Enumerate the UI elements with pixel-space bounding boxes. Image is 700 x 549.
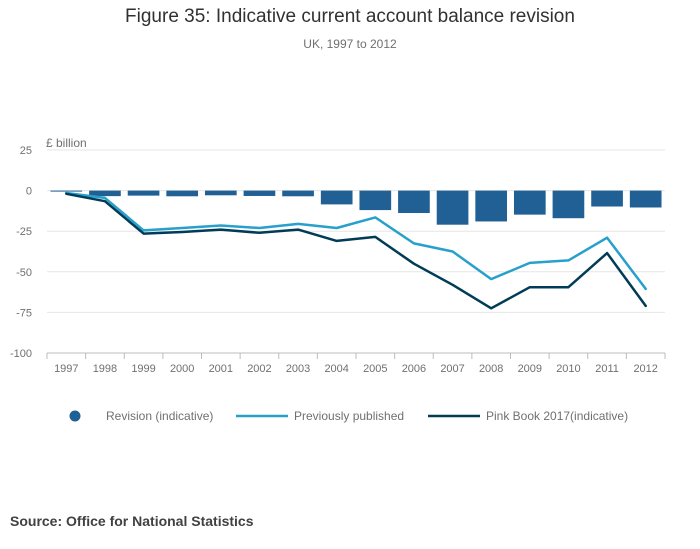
x-tick-label: 2003: [286, 363, 310, 375]
y-tick-label: -25: [16, 226, 32, 238]
chart-subtitle: UK, 1997 to 2012: [303, 37, 397, 51]
x-tick-label: 2012: [633, 363, 657, 375]
x-tick-label: 1998: [93, 363, 117, 375]
line-previously-published: [65, 191, 647, 291]
line-pink-book-2017: [65, 192, 647, 310]
x-tick-label: 1997: [54, 363, 78, 375]
y-tick-label: -75: [16, 307, 32, 319]
bar-revision: [475, 190, 508, 222]
bar-revision: [513, 190, 546, 215]
bar-revision: [591, 190, 623, 207]
y-tick-label: 0: [26, 186, 32, 198]
x-tick-label: 2011: [595, 363, 619, 375]
x-tick-label: 2000: [170, 363, 194, 375]
bar-revision: [320, 190, 353, 205]
y-tick-label: -50: [16, 267, 32, 279]
x-tick-label: 2001: [209, 363, 233, 375]
bar-revision: [552, 190, 585, 219]
y-axis-label: £ billion: [46, 136, 87, 150]
bar-revision: [629, 190, 662, 208]
legend-label-pinkbook: Pink Book 2017(indicative): [486, 409, 628, 423]
y-tick-label: 25: [20, 145, 32, 157]
x-tick-label: 2005: [363, 363, 387, 375]
legend-marker-revision: [69, 410, 81, 422]
bar-revision: [243, 190, 276, 196]
x-tick-label: 2009: [518, 363, 542, 375]
y-tick-label: -100: [10, 348, 32, 360]
x-tick-label: 2002: [247, 363, 271, 375]
bar-revision: [89, 190, 121, 197]
legend-label-revision: Revision (indicative): [106, 409, 213, 423]
legend-label-previous: Previously published: [294, 409, 404, 423]
x-tick-label: 2004: [324, 363, 348, 375]
x-tick-label: 2006: [402, 363, 426, 375]
bar-revision: [359, 190, 392, 211]
bar-revision: [166, 190, 199, 197]
chart-title: Figure 35: Indicative current account ba…: [125, 6, 575, 27]
bar-revision: [398, 190, 430, 214]
bar-revision: [436, 190, 469, 225]
bar-revision: [204, 190, 237, 196]
bar-revision: [127, 190, 160, 196]
bar-revision: [282, 190, 314, 197]
bar-revision: [50, 190, 83, 192]
source-note: Source: Office for National Statistics: [10, 513, 254, 529]
x-tick-label: 2007: [440, 363, 464, 375]
x-tick-label: 1999: [131, 363, 155, 375]
x-tick-label: 2008: [479, 363, 503, 375]
x-tick-label: 2010: [556, 363, 580, 375]
